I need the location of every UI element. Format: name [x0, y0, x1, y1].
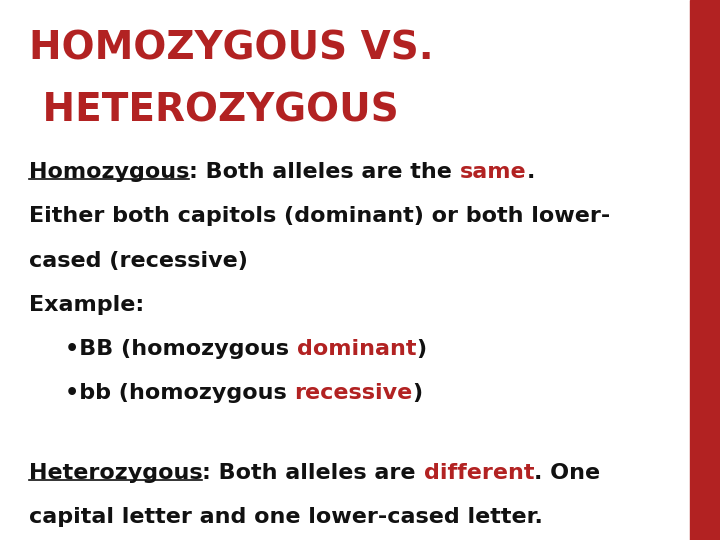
Text: •BB (homozygous: •BB (homozygous	[65, 339, 297, 359]
Text: Either both capitols (dominant) or both lower-: Either both capitols (dominant) or both …	[29, 206, 610, 226]
Text: recessive: recessive	[294, 383, 413, 403]
Text: : Both alleles are: : Both alleles are	[202, 463, 423, 483]
Text: •bb (homozygous: •bb (homozygous	[65, 383, 294, 403]
Text: .: .	[526, 162, 535, 182]
Text: Heterozygous: Heterozygous	[29, 463, 202, 483]
Text: capital letter and one lower-cased letter.: capital letter and one lower-cased lette…	[29, 508, 543, 528]
Text: Homozygous: Homozygous	[29, 162, 189, 182]
Bar	[690, 0, 720, 540]
Text: : Both alleles are the: : Both alleles are the	[189, 162, 460, 182]
Text: HOMOZYGOUS VS.: HOMOZYGOUS VS.	[29, 30, 433, 68]
Text: dominant: dominant	[297, 339, 416, 359]
Text: HETEROZYGOUS: HETEROZYGOUS	[29, 92, 399, 130]
Text: ): )	[413, 383, 423, 403]
Text: . One: . One	[534, 463, 600, 483]
Text: same: same	[460, 162, 526, 182]
Text: cased (recessive): cased (recessive)	[29, 251, 248, 271]
Text: ): )	[416, 339, 426, 359]
Text: Example:: Example:	[29, 295, 144, 315]
Text: different: different	[423, 463, 534, 483]
